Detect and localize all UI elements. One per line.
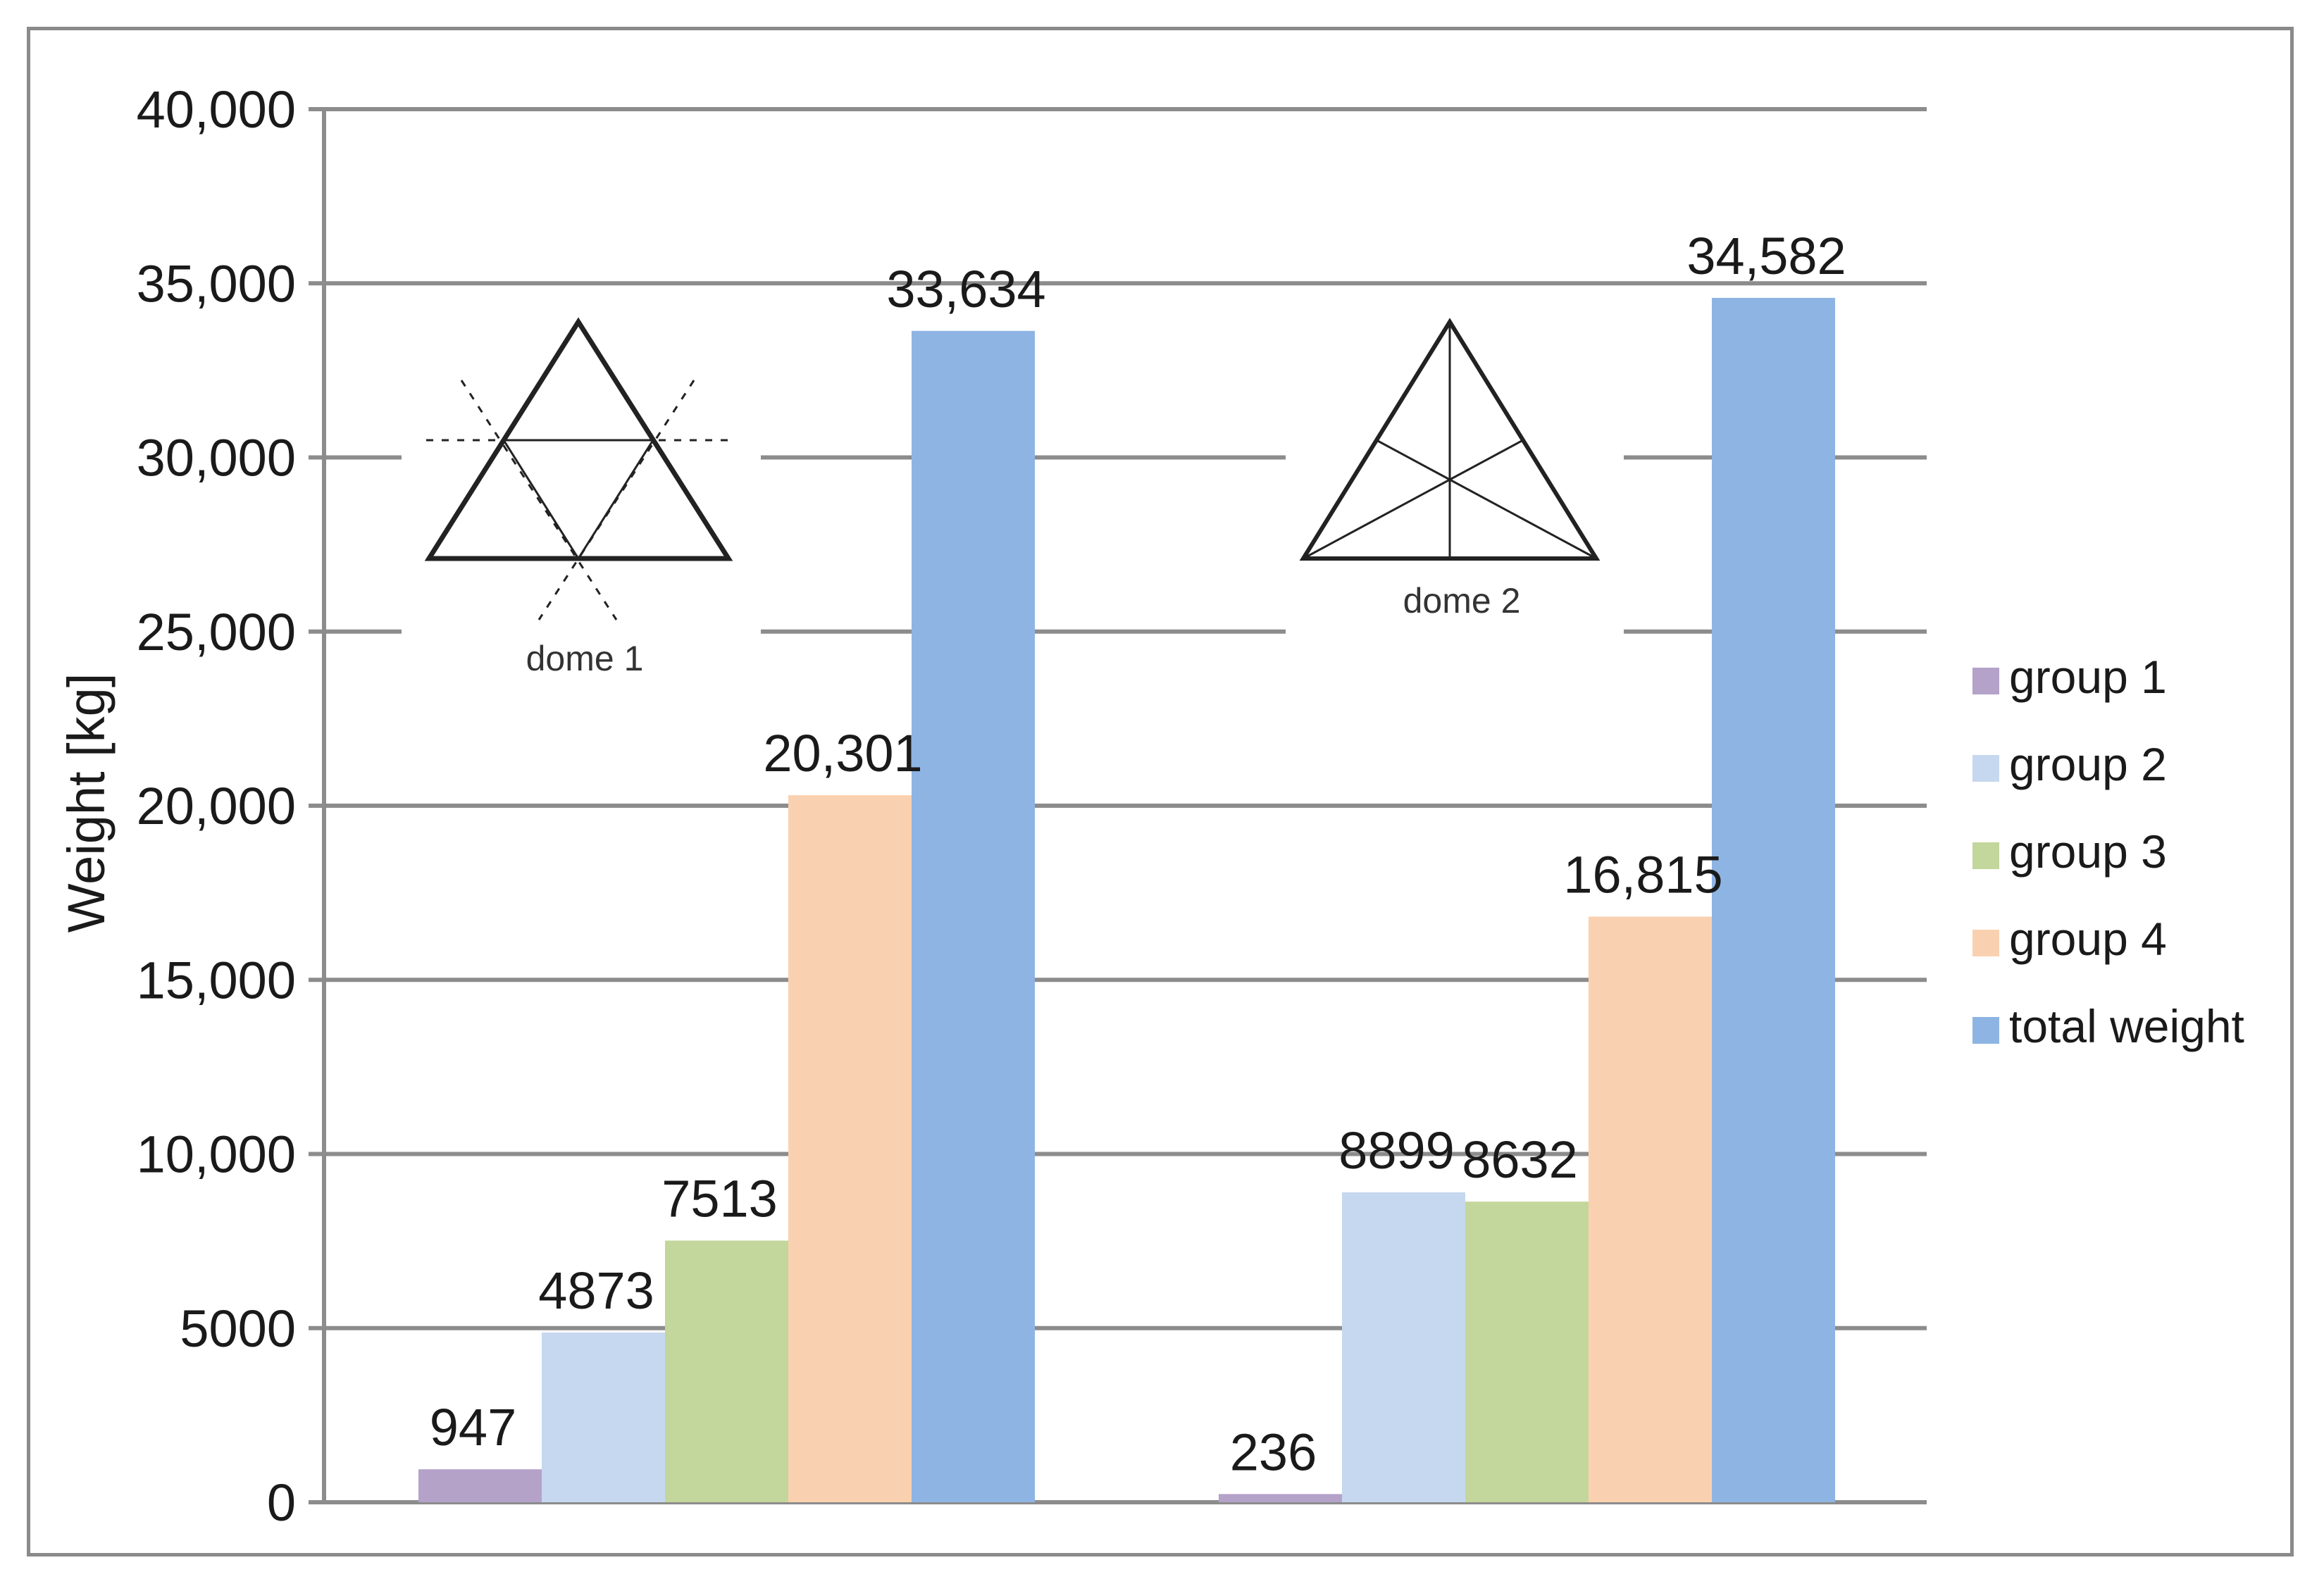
data-label: 34,582	[1686, 227, 1846, 285]
y-tick-label: 0	[267, 1473, 296, 1532]
data-label: 20,301	[763, 724, 922, 782]
legend-swatch	[1972, 842, 1999, 869]
y-tick-label: 15,000	[137, 951, 296, 1009]
legend-swatch	[1972, 930, 1999, 956]
legend-label: group 3	[2009, 825, 2167, 878]
bar-group-2-2	[1342, 1192, 1465, 1502]
bar-group-1-2	[1219, 1494, 1342, 1502]
legend-label: group 1	[2009, 651, 2167, 703]
y-tick-label: 25,000	[137, 603, 296, 661]
legend-swatch	[1972, 1017, 1999, 1044]
dome-1-diagram: dome 1	[402, 296, 761, 690]
data-label: 7513	[661, 1169, 778, 1228]
y-axis-ticks: 0 5000 10,000 15,000 20,000 25,000 30,000 35,00…	[137, 80, 296, 1532]
bars	[418, 297, 1835, 1502]
dome-1-label: dome 1	[526, 639, 644, 678]
bar-group-2-1	[542, 1333, 665, 1502]
bar-group-3-1	[665, 1240, 788, 1502]
legend-label: group 4	[2009, 913, 2167, 965]
legend-label: total weight	[2009, 1000, 2244, 1052]
legend-swatch	[1972, 755, 1999, 782]
y-tick-label: 35,000	[137, 254, 296, 313]
data-label: 947	[430, 1398, 516, 1456]
data-label: 236	[1230, 1423, 1317, 1481]
bar-total-weight-2	[1712, 297, 1835, 1502]
data-label: 16,815	[1563, 845, 1722, 904]
bar-group-1-1	[418, 1469, 542, 1502]
y-tick-label: 40,000	[137, 80, 296, 139]
data-label: 33,634	[886, 260, 1045, 318]
legend-swatch	[1972, 668, 1999, 694]
bar-group-4-1	[788, 795, 912, 1502]
legend: group 1 group 2 group 3 group 4 total weight	[1972, 651, 2244, 1052]
y-tick-label: 10,000	[137, 1125, 296, 1184]
bar-group-4-2	[1589, 916, 1712, 1502]
y-tick-label: 20,000	[137, 777, 296, 835]
y-axis-title: Weight [kg]	[57, 673, 116, 933]
dome-2-label: dome 2	[1403, 581, 1521, 620]
bar-total-weight-1	[912, 330, 1035, 1502]
data-label: 4873	[538, 1261, 654, 1320]
y-tick-label: 5000	[180, 1299, 296, 1358]
data-label: 8899	[1338, 1121, 1455, 1180]
legend-label: group 2	[2009, 738, 2167, 790]
data-label: 8632	[1462, 1130, 1578, 1189]
dome-2-diagram: dome 2	[1286, 296, 1624, 634]
bar-group-3-2	[1465, 1202, 1589, 1502]
y-tick-label: 30,000	[137, 429, 296, 487]
